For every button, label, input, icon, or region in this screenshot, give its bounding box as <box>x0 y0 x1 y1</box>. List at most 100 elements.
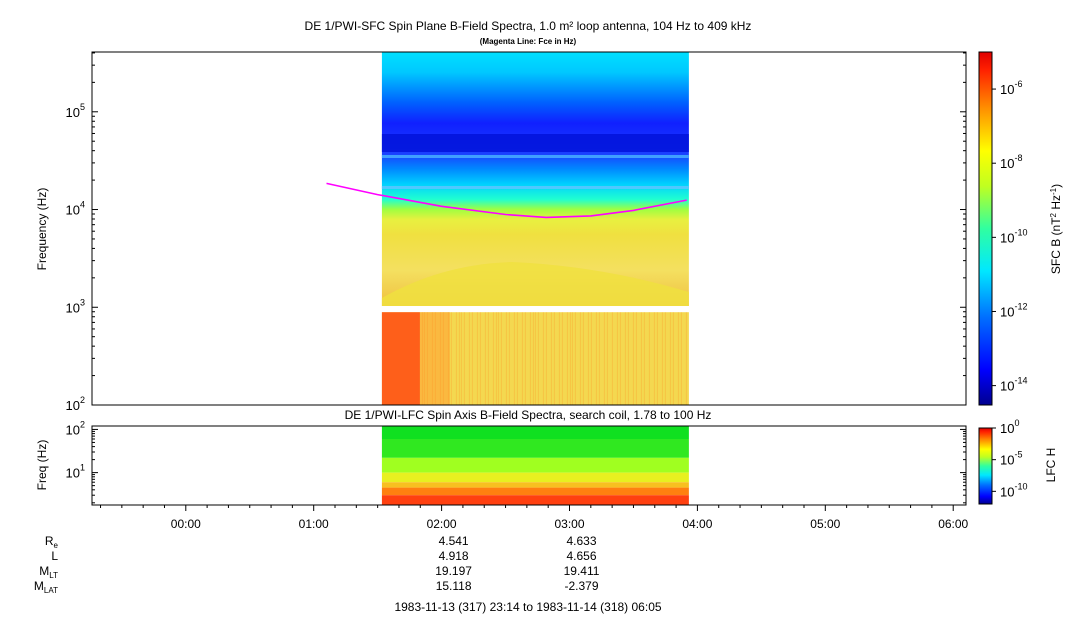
lfc-y-label: Freq (Hz) <box>35 440 49 491</box>
ephemeris-value: 19.197 <box>435 564 472 578</box>
lfc-band <box>381 495 689 505</box>
sfc-texture-streak <box>669 312 671 405</box>
sfc-texture-streak <box>439 312 441 405</box>
sfc-texture-streak <box>476 312 478 405</box>
ephemeris-value: 4.541 <box>439 534 469 548</box>
sfc-texture-streak <box>664 312 666 405</box>
sfc-texture-streak <box>569 312 571 405</box>
sfc-texture-streak <box>460 312 462 405</box>
sfc-texture-streak <box>495 312 497 405</box>
sfc-texture-streak <box>492 312 494 405</box>
fce-line <box>326 182 687 219</box>
lfc-band <box>381 426 689 440</box>
ephemeris-value: 4.656 <box>566 549 596 563</box>
sfc-texture-streak <box>640 312 642 405</box>
cbar-tick-label: 10-14 <box>1000 376 1027 394</box>
sfc-texture-streak <box>442 312 444 405</box>
lfc-title: DE 1/PWI-LFC Spin Axis B-Field Spectra, … <box>345 408 712 422</box>
ephemeris-value: 15.118 <box>436 579 472 593</box>
sfc-title: DE 1/PWI-SFC Spin Plane B-Field Spectra,… <box>305 19 752 33</box>
sfc-texture-streak <box>513 312 515 405</box>
ephemeris-value: 4.633 <box>566 534 596 548</box>
sfc-line-b <box>381 186 689 189</box>
ephemeris-row-label: Re <box>45 534 59 550</box>
sfc-texture-streak <box>500 312 502 405</box>
x-tick-label: 06:00 <box>938 517 968 531</box>
sfc-subtitle: (Magenta Line: Fce in Hz) <box>480 37 577 46</box>
x-tick-label: 02:00 <box>427 517 457 531</box>
sfc-texture-streak <box>598 312 600 405</box>
lfc-colorbar: 100 10-5 10-10 LFC H <box>978 418 1058 505</box>
fce-line-layer <box>326 182 687 219</box>
ephemeris-table: Re 4.541 4.633 L 4.918 4.656 MLT 19.197 19.411 ML… <box>34 534 600 595</box>
lfc-band <box>381 457 689 473</box>
lfc-colorbar-bar <box>978 427 993 505</box>
sfc-texture-streak <box>521 312 523 405</box>
sfc-texture-streak <box>574 312 576 405</box>
sfc-colorbar-ticks: 10-6 10-8 10-10 10-12 10-14 <box>992 79 1027 394</box>
cbar-tick-label: 10-10 <box>1000 227 1027 245</box>
cbar-tick-label: 10-10 <box>1000 481 1027 499</box>
sfc-hiss-band <box>381 262 689 307</box>
sfc-texture-streak <box>421 312 423 405</box>
ephemeris-row-label: L <box>51 549 58 563</box>
ephemeris-row-label: MLAT <box>34 579 58 595</box>
lfc-colorbar-label: LFC H <box>1044 448 1058 483</box>
sfc-texture-streak <box>590 312 592 405</box>
sfc-dark-band <box>381 134 689 152</box>
lfc-y-axis: 101 102 <box>66 419 966 504</box>
sfc-texture-streak <box>532 312 534 405</box>
lfc-band <box>381 439 689 458</box>
sfc-texture-streak <box>534 312 536 405</box>
sfc-texture-streak <box>606 312 608 405</box>
x-tick-label: 01:00 <box>299 517 329 531</box>
ephemeris-value: 19.411 <box>564 564 600 578</box>
sfc-texture-streak <box>471 312 473 405</box>
x-tick-label: 00:00 <box>171 517 201 531</box>
sfc-texture-streak <box>579 312 581 405</box>
cbar-tick-label: 10-6 <box>1000 79 1022 97</box>
sfc-texture-streak <box>619 312 621 405</box>
sfc-texture-streak <box>680 312 682 405</box>
sfc-texture-streak <box>561 312 563 405</box>
sfc-texture-streak <box>434 312 436 405</box>
sfc-texture-streak <box>643 312 645 405</box>
sfc-colorbar-bar <box>978 51 993 406</box>
ephemeris-value: -2.379 <box>564 579 598 593</box>
sfc-texture-streak <box>484 312 486 405</box>
ephemeris-value: 4.918 <box>439 549 469 563</box>
sfc-texture-streak <box>458 312 460 405</box>
sfc-texture-streak <box>505 312 507 405</box>
x-tick-label: 05:00 <box>810 517 840 531</box>
sfc-texture-streak <box>685 312 687 405</box>
y-tick-label: 103 <box>66 297 85 315</box>
y-tick-label: 104 <box>66 200 85 218</box>
sfc-texture-streak <box>497 312 499 405</box>
sfc-texture-streak <box>635 312 637 405</box>
sfc-colorbar-label: SFC B (nT2 Hz-1) <box>1049 184 1064 274</box>
sfc-texture-streak <box>661 312 663 405</box>
sfc-texture-streak <box>455 312 457 405</box>
sfc-plot-frame <box>91 51 967 406</box>
lfc-band <box>381 472 689 483</box>
time-range-text: 1983-11-13 (317) 23:14 to 1983-11-14 (31… <box>394 600 661 614</box>
y-tick-label: 102 <box>66 395 85 413</box>
sfc-texture-streak <box>529 312 531 405</box>
sfc-texture-streak <box>550 312 552 405</box>
sfc-texture-streak <box>587 312 589 405</box>
sfc-texture-streak <box>558 312 560 405</box>
sfc-texture-streak <box>479 312 481 405</box>
sfc-texture-streak <box>508 312 510 405</box>
sfc-texture-streak <box>516 312 518 405</box>
lfc-panel: 101 102 Freq (Hz) <box>35 419 967 506</box>
sfc-texture-streak <box>656 312 658 405</box>
sfc-y-label: Frequency (Hz) <box>35 188 49 271</box>
cbar-tick-label: 10-12 <box>1000 301 1027 319</box>
sfc-texture-streak <box>566 312 568 405</box>
sfc-texture-streak <box>632 312 634 405</box>
sfc-texture-streak <box>468 312 470 405</box>
sfc-texture-streak <box>648 312 650 405</box>
x-tick-label: 03:00 <box>554 517 584 531</box>
sfc-texture-streak <box>537 312 539 405</box>
sfc-texture-streak <box>571 312 573 405</box>
